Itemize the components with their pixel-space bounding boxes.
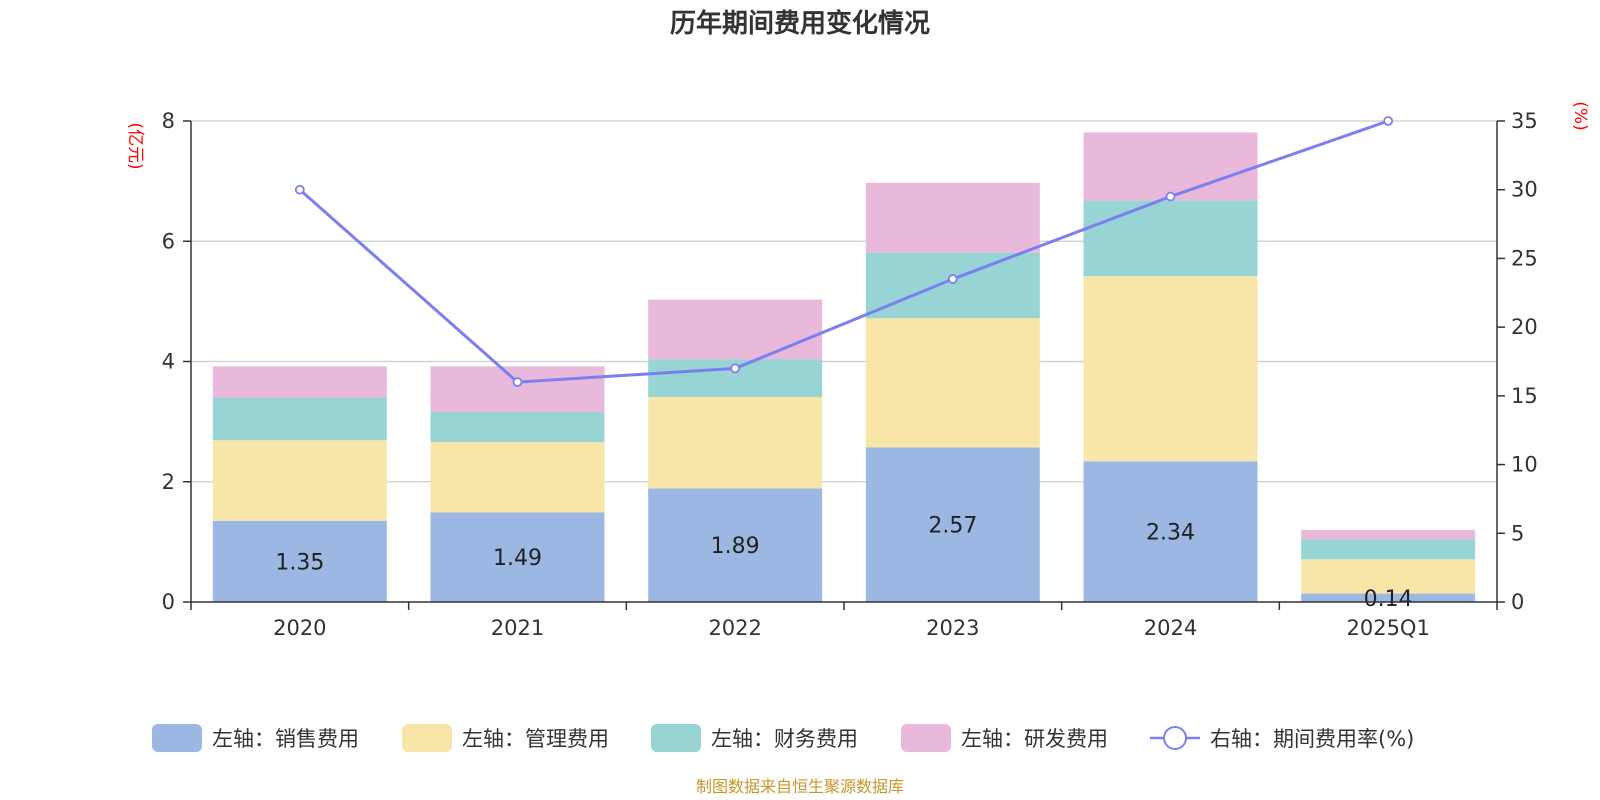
legend-item: 左轴：管理费用 (402, 724, 609, 752)
legend-label: 左轴：财务费用 (711, 727, 858, 751)
rate-point (947, 274, 958, 284)
rate-line-series (294, 116, 1394, 388)
bar-segment (648, 488, 823, 602)
bar-segment (1301, 529, 1476, 540)
x-axis-tick-label: 2021 (491, 616, 544, 640)
data-source-note: 制图数据来自恒生聚源数据库 (696, 777, 904, 796)
bar-segment (865, 447, 1040, 602)
bar-segment (430, 512, 605, 602)
x-axis-tick-label: 2023 (926, 616, 979, 640)
bar-segment (1083, 200, 1258, 277)
bar-segment (1083, 461, 1258, 602)
rate-point (512, 377, 523, 388)
legend-label: 左轴：研发费用 (961, 727, 1108, 751)
bar-series: 1.35 1.49 1.89 2.57 2.34 0.14 (212, 132, 1476, 612)
bar-segment (212, 366, 387, 398)
bar-segment (648, 299, 823, 360)
right-axis-tick-label: 15 (1511, 384, 1538, 408)
legend: 左轴：销售费用 左轴：管理费用 左轴：财务费用 左轴：研发费用 右轴：期间费用率(%) (152, 724, 1414, 752)
legend-swatch (901, 724, 951, 752)
bar-segment (430, 412, 605, 443)
bar-segment (1301, 539, 1476, 560)
legend-swatch (402, 724, 452, 752)
x-axis-tick-label: 2020 (273, 616, 326, 640)
right-axis-tick-label: 5 (1511, 521, 1524, 545)
bar-segment (212, 397, 387, 441)
rate-point (1165, 191, 1176, 202)
bar-value-label: 2.57 (928, 514, 977, 539)
right-axis-tick-label: 30 (1511, 178, 1538, 202)
left-axis-tick-label: 6 (162, 229, 175, 253)
bar-segment (865, 318, 1040, 448)
right-axis-tick-label: 20 (1511, 315, 1538, 339)
legend-item: 右轴：期间费用率(%) (1150, 726, 1414, 751)
rate-point (294, 184, 305, 195)
left-axis-unit: (亿元) (125, 122, 145, 169)
left-axis-tick-label: 8 (162, 109, 175, 133)
legend-swatch (651, 724, 701, 752)
chart-title: 历年期间费用变化情况 (670, 8, 930, 39)
legend-label: 左轴：管理费用 (462, 727, 609, 751)
bar-value-label: 1.89 (711, 534, 760, 559)
bar-segment (212, 520, 387, 602)
legend-swatch (152, 724, 202, 752)
right-axis-tick-label: 10 (1511, 453, 1538, 477)
bar-value-label: 1.49 (493, 546, 542, 571)
bar-segment (430, 442, 605, 513)
right-axis-tick-label: 25 (1511, 246, 1538, 270)
rate-line (298, 119, 1389, 384)
bar-segment (1083, 276, 1258, 462)
legend-label: 右轴：期间费用率(%) (1210, 727, 1414, 751)
legend-label: 左轴：销售费用 (212, 727, 359, 751)
bar-segment (865, 182, 1040, 253)
x-axis-tick-label: 2022 (708, 616, 761, 640)
bar-value-label: 2.34 (1146, 521, 1195, 546)
legend-marker (1163, 726, 1187, 750)
right-axis-unit: (%) (1570, 101, 1590, 130)
left-axis-tick-label: 4 (162, 350, 175, 374)
right-axis-tick-label: 35 (1511, 109, 1538, 133)
x-axis-tick-label: 2025Q1 (1346, 616, 1429, 640)
left-axis-tick-label: 0 (162, 590, 175, 614)
bar-segment (1301, 559, 1476, 594)
rate-point (730, 363, 741, 374)
right-axis-tick-label: 0 (1511, 590, 1524, 614)
x-axis-tick-label: 2024 (1144, 616, 1197, 640)
bar-value-label: 0.14 (1364, 587, 1413, 612)
bar-segment (648, 396, 823, 489)
legend-item: 左轴：研发费用 (901, 724, 1108, 752)
rate-point (1383, 116, 1394, 126)
bar-value-label: 1.35 (275, 550, 324, 575)
bar-segment (212, 440, 387, 521)
axes: 0 2 4 6 8 0 5 10 15 20 25 30 35 (亿元) (%) 2020 2021 2022 20… (125, 101, 1590, 640)
bar-segment (430, 366, 605, 413)
grid-lines (191, 120, 1497, 483)
bar-segment (1083, 132, 1258, 201)
left-axis-tick-label: 2 (162, 470, 175, 494)
legend-item: 左轴：财务费用 (651, 724, 858, 752)
bar-segment (1301, 593, 1476, 602)
bar-segment (865, 252, 1040, 319)
legend-item: 左轴：销售费用 (152, 724, 359, 752)
